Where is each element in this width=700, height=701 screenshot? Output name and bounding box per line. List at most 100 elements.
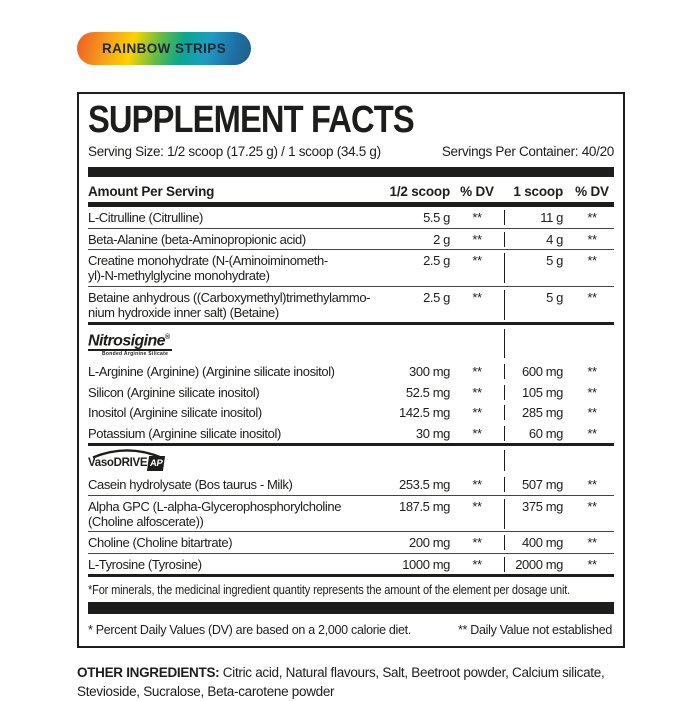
ingredient-line2: nium hydroxide inner salt) (Betaine) [88,304,279,320]
amount-half-scoop: 30 mg [415,425,451,441]
spacer-cell [570,329,614,330]
vasodrive-wordmark: VasoDRIVE AP [88,449,166,472]
dv-one-scoop: ** [587,535,597,551]
ingredient-line2: (Choline alfoscerate)) [88,513,204,529]
spacer-cell [450,450,504,451]
table-row: Inositol (Arginine silicate inositol) 14… [88,402,614,423]
dv-one-scoop: ** [587,210,597,225]
table-row: Beta-Alanine (beta-Aminopropionic acid) … [88,229,614,250]
table-row-brand: VasoDRIVE AP [88,446,614,474]
dv-half-scoop: ** [472,535,482,551]
ingredient-line1: Potassium (Arginine silicate inositol) [88,425,281,441]
spacer-cell [450,329,504,330]
dv-footnote: * Percent Daily Values (DV) are based on… [88,623,412,638]
nitrosigine-wordmark: Nitrosigine® Bonded Arginine Silicate [88,329,172,357]
servings-per-container-text: Servings Per Container: 40/20 [441,144,614,159]
table-row: Silicon (Arginine silicate inositol) 52.… [88,382,614,403]
dv-half-scoop: ** [472,364,482,380]
ingredient-line1: Silicon (Arginine silicate inositol) [88,384,260,400]
amount-half-scoop: 187.5 mg [398,498,450,514]
ingredient-line1: L-Citrulline (Citrulline) [88,210,203,225]
dv-one-scoop: ** [587,289,597,305]
divider-bar-top [88,167,614,177]
table-row: L-Citrulline (Citrulline) 5.5 g ** 11 g … [88,207,614,229]
dv-one-scoop: ** [587,425,597,441]
table-row: L-Arginine (Arginine) (Arginine silicate… [88,361,614,382]
table-header-row: Amount Per Serving 1/2 scoop % DV 1 scoo… [88,177,614,207]
table-row: Casein hydrolysate (Bos taurus - Milk) 2… [88,474,614,496]
ingredient-name: Creatine monohydrate (N-(Aminoiminometh-… [88,253,374,283]
amount-half-scoop: 300 mg [409,364,450,380]
nitrosigine-tagline: Bonded Arginine Silicate [102,351,169,358]
spacer-cell [570,450,614,451]
divider-bar-bottom [88,602,614,615]
ingredient-name: Beta-Alanine (beta-Aminopropionic acid) [88,232,374,247]
vasodrive-ap-chip: AP [147,456,166,472]
dv-one-scoop: ** [587,231,597,247]
vasodrive-arc-icon [92,449,162,459]
spacer-cell [374,329,450,330]
dv-half-scoop: ** [472,210,482,225]
dv-one-scoop: ** [587,384,597,400]
dv-half-scoop: ** [472,289,482,305]
nitrosigine-logo: Nitrosigine® Bonded Arginine Silicate [88,329,374,358]
ingredient-name: Choline (Choline bitartrate) [88,535,374,550]
col-header-half-scoop: 1/2 scoop [389,184,451,199]
nitrosigine-text: Nitrosigine® [88,329,172,352]
amount-half-scoop: 1000 mg [402,556,450,572]
amount-half-scoop: 2.5 g [423,289,450,305]
amount-half-scoop: 2 g [433,231,450,247]
amount-one-scoop: 4 g [504,231,570,247]
amount-one-scoop: 60 mg [504,425,570,441]
amount-one-scoop: 600 mg [504,364,570,380]
ingredient-name: L-Citrulline (Citrulline) [88,210,374,225]
amount-one-scoop: 105 mg [504,384,570,400]
ingredient-line2: yl)-N-methylglycine monohydrate) [88,268,270,283]
panel-title: SUPPLEMENT FACTS [88,99,415,141]
table-row: Potassium (Arginine silicate inositol) 3… [88,423,614,447]
dv-half-scoop: ** [472,477,482,493]
dv-half-scoop: ** [472,498,482,514]
ingredient-line1: L-Tyrosine (Tyrosine) [88,556,202,572]
flavor-badge[interactable]: RAINBOW STRIPS [77,32,252,65]
flavor-badge-label: RAINBOW STRIPS [102,41,227,56]
ingredient-name: Alpha GPC (L-alpha-Glycerophosphorylchol… [88,499,374,529]
col-header-dv1: % DV [460,184,494,199]
ingredient-name: Casein hydrolysate (Bos taurus - Milk) [88,477,374,492]
amount-one-scoop: 2000 mg [504,556,570,572]
table-row: L-Tyrosine (Tyrosine) 1000 mg ** 2000 mg… [88,554,614,578]
vasodrive-logo: VasoDRIVE AP [88,449,374,472]
dv-one-scoop: ** [587,405,597,421]
ingredient-line1: Betaine anhydrous ((Carboxymethyl)trimet… [88,289,371,305]
ingredient-line1: Creatine monohydrate (N-(Aminoiminometh- [88,253,328,268]
dv-not-established-note: ** Daily Value not established [457,623,612,638]
amount-one-scoop: 285 mg [504,405,570,421]
serving-info-row: Serving Size: 1/2 scoop (17.25 g) / 1 sc… [88,143,614,160]
amount-half-scoop: 52.5 mg [405,384,451,400]
table-row: Creatine monohydrate (N-(Aminoiminometh-… [88,250,614,287]
amount-one-scoop: 11 g [504,210,570,225]
table-row: Choline (Choline bitartrate) 200 mg ** 4… [88,532,614,554]
dv-half-scoop: ** [472,556,482,572]
amount-half-scoop: 142.5 mg [398,405,450,421]
col-header-amount: Amount Per Serving [88,184,215,199]
amount-half-scoop: 2.5 g [423,253,450,268]
other-ingredients: OTHER INGREDIENTS: Citric acid, Natural … [77,663,625,701]
col-header-dv2: % DV [575,184,609,199]
dv-one-scoop: ** [587,364,597,380]
supplement-facts-panel: SUPPLEMENT FACTS Serving Size: 1/2 scoop… [77,92,625,649]
mineral-footnote: *For minerals, the medicinal ingredient … [88,582,571,598]
amount-one-scoop: 5 g [504,289,570,320]
amount-one-scoop: 400 mg [504,535,570,551]
other-ingredients-label: OTHER INGREDIENTS: [77,665,220,681]
other-ingredients-text: Citric acid, Natural flavours, Salt, Bee… [77,665,605,700]
dv-one-scoop: ** [587,253,597,268]
ingredient-line1: Inositol (Arginine silicate inositol) [88,405,262,421]
table-row: Betaine anhydrous ((Carboxymethyl)trimet… [88,287,614,325]
dv-footnotes-row: * Percent Daily Values (DV) are based on… [88,614,614,646]
dv-half-scoop: ** [472,425,482,441]
serving-size-text: Serving Size: 1/2 scoop (17.25 g) / 1 sc… [88,144,381,159]
ingredient-line1: L-Arginine (Arginine) (Arginine silicate… [88,364,335,380]
table-row-brand: Nitrosigine® Bonded Arginine Silicate [88,325,614,361]
